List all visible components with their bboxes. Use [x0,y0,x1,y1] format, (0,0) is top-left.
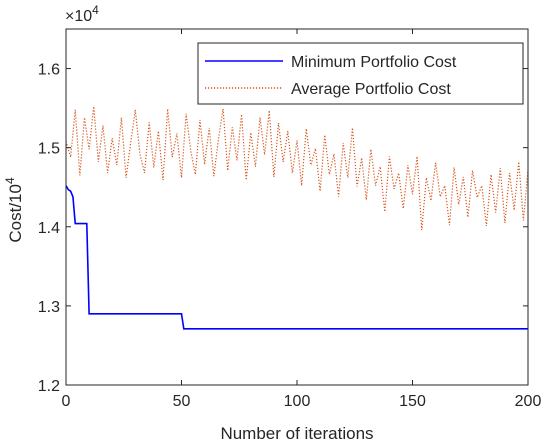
x-tick-label: 200 [515,393,542,410]
y-exponent-base: ×10 [65,8,92,25]
x-tick-label: 150 [399,393,426,410]
y-tick-label: 1.6 [38,62,60,79]
y-exponent-label: ×104 [65,3,99,25]
x-axis-label: Number of iterations [220,424,373,443]
series-layer [65,106,529,330]
legend-label-average: Average Portfolio Cost [291,81,451,98]
x-tick-label: 0 [62,393,71,410]
axes-layer: 0 50 100 150 200 1.2 1.3 1.4 1.5 1.6 [38,28,542,410]
y-exponent-power: 4 [92,3,99,17]
y-tick-label: 1.5 [38,141,60,158]
y-tick-label: 1.4 [38,220,60,237]
y-tick-label: 1.3 [38,299,60,316]
y-tick-label: 1.2 [38,378,60,395]
legend-box [197,42,524,105]
series-line-0 [65,185,528,330]
y-axis-label-text: Cost/10 [6,184,25,243]
series-line-1 [65,106,529,230]
y-axis-label: Cost/104 [3,177,25,243]
x-tick-label: 100 [284,393,311,410]
legend-label-minimum: Minimum Portfolio Cost [291,54,457,71]
y-axis-label-superscript: 4 [3,177,17,184]
legend: Minimum Portfolio Cost Average Portfolio… [197,42,524,105]
x-tick-label: 50 [173,393,191,410]
